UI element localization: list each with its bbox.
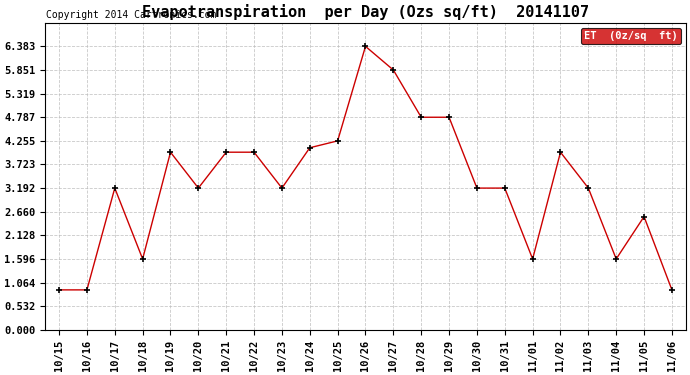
- Legend: ET  (0z/sq  ft): ET (0z/sq ft): [580, 28, 680, 44]
- Text: Copyright 2014 Cartronics.com: Copyright 2014 Cartronics.com: [46, 10, 216, 20]
- Title: Evapotranspiration  per Day (Ozs sq/ft)  20141107: Evapotranspiration per Day (Ozs sq/ft) 2…: [142, 4, 589, 20]
